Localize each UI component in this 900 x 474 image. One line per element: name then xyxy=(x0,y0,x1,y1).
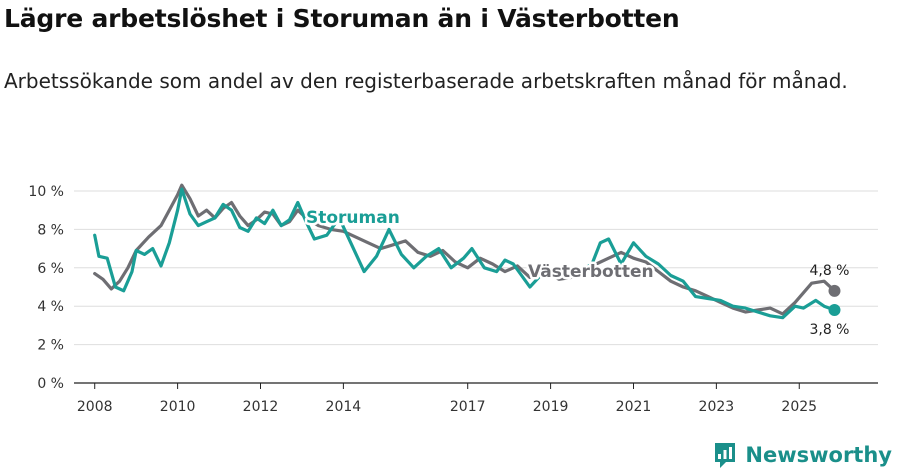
x-tick-label: 2019 xyxy=(533,399,569,415)
series-end-marker xyxy=(828,284,841,297)
x-tick-label: 2023 xyxy=(699,399,735,415)
series-name-label: Storuman xyxy=(306,208,400,228)
series-end-value-label: 4,8 % xyxy=(809,263,849,279)
brand-name: Newsworthy xyxy=(745,443,892,467)
gridlines xyxy=(74,190,878,346)
y-tick-label: 2 % xyxy=(37,338,64,354)
series-end-marker xyxy=(828,304,841,317)
newsworthy-icon xyxy=(715,443,736,468)
x-tick-label: 2010 xyxy=(160,399,196,415)
y-tick-label: 0 % xyxy=(37,376,64,392)
series-line-västerbotten xyxy=(93,183,837,316)
x-tick-label: 2017 xyxy=(450,399,486,415)
series-lines xyxy=(93,183,841,320)
y-axis: 0 % 2 % 4 % 6 % 8 % 10 % xyxy=(28,184,64,392)
series-line-storuman xyxy=(93,187,837,320)
x-axis: 2008 2010 2012 2014 2017 2019 2021 2023 2025 xyxy=(74,382,878,415)
newsworthy-logo: Newsworthy xyxy=(713,440,892,470)
x-tick-label: 2021 xyxy=(616,399,652,415)
chart-subtitle: Arbetssökande som andel av den registerb… xyxy=(4,69,848,93)
x-tick-label: 2012 xyxy=(243,399,279,415)
chart-title: Lägre arbetslöshet i Storuman än i Väste… xyxy=(4,4,680,33)
x-tick-label: 2025 xyxy=(781,399,817,415)
y-tick-label: 8 % xyxy=(37,222,64,238)
x-tick-label: 2014 xyxy=(326,399,362,415)
series-name-label: Västerbotten xyxy=(528,262,654,282)
series-name-label: Västerbotten xyxy=(528,262,654,282)
series-name-label: Storuman xyxy=(306,208,400,228)
x-tick-label: 2008 xyxy=(77,399,113,415)
y-tick-label: 10 % xyxy=(28,184,64,200)
series-end-value-label: 3,8 % xyxy=(809,322,849,338)
y-tick-label: 6 % xyxy=(37,261,64,277)
y-tick-label: 4 % xyxy=(37,299,64,315)
